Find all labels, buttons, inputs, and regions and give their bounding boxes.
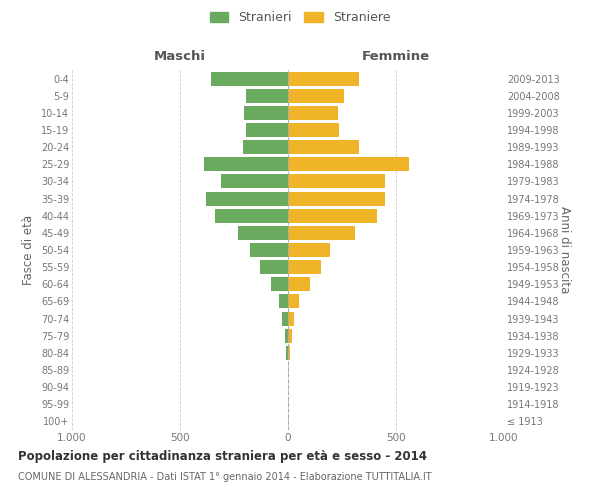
Bar xyxy=(281,312,288,326)
Bar xyxy=(288,312,295,326)
Bar xyxy=(288,294,299,308)
Bar xyxy=(204,158,288,172)
Bar xyxy=(286,328,288,342)
Bar xyxy=(215,208,288,222)
Bar xyxy=(288,88,344,102)
Text: COMUNE DI ALESSANDRIA - Dati ISTAT 1° gennaio 2014 - Elaborazione TUTTITALIA.IT: COMUNE DI ALESSANDRIA - Dati ISTAT 1° ge… xyxy=(18,472,431,482)
Bar xyxy=(288,346,290,360)
Bar xyxy=(271,278,288,291)
Bar xyxy=(242,140,288,154)
Bar xyxy=(288,260,322,274)
Bar xyxy=(288,106,338,120)
Bar xyxy=(288,140,359,154)
Bar xyxy=(288,328,292,342)
Text: Femmine: Femmine xyxy=(362,50,430,63)
Bar xyxy=(246,123,288,137)
Bar xyxy=(246,88,288,102)
Bar xyxy=(211,72,288,86)
Legend: Stranieri, Straniere: Stranieri, Straniere xyxy=(209,11,391,24)
Bar xyxy=(244,106,288,120)
Bar xyxy=(238,226,288,240)
Bar xyxy=(288,243,330,257)
Bar xyxy=(288,192,385,205)
Y-axis label: Fasce di età: Fasce di età xyxy=(22,215,35,285)
Bar xyxy=(250,243,288,257)
Bar xyxy=(288,226,355,240)
Bar xyxy=(288,123,339,137)
Bar xyxy=(288,72,359,86)
Bar xyxy=(288,174,385,188)
Text: Maschi: Maschi xyxy=(154,50,206,63)
Text: Popolazione per cittadinanza straniera per età e sesso - 2014: Popolazione per cittadinanza straniera p… xyxy=(18,450,427,463)
Bar xyxy=(288,278,310,291)
Bar xyxy=(221,174,288,188)
Bar xyxy=(280,294,288,308)
Bar xyxy=(288,208,377,222)
Bar xyxy=(286,346,288,360)
Bar xyxy=(288,158,409,172)
Bar xyxy=(206,192,288,205)
Y-axis label: Anni di nascita: Anni di nascita xyxy=(557,206,571,294)
Bar xyxy=(260,260,288,274)
